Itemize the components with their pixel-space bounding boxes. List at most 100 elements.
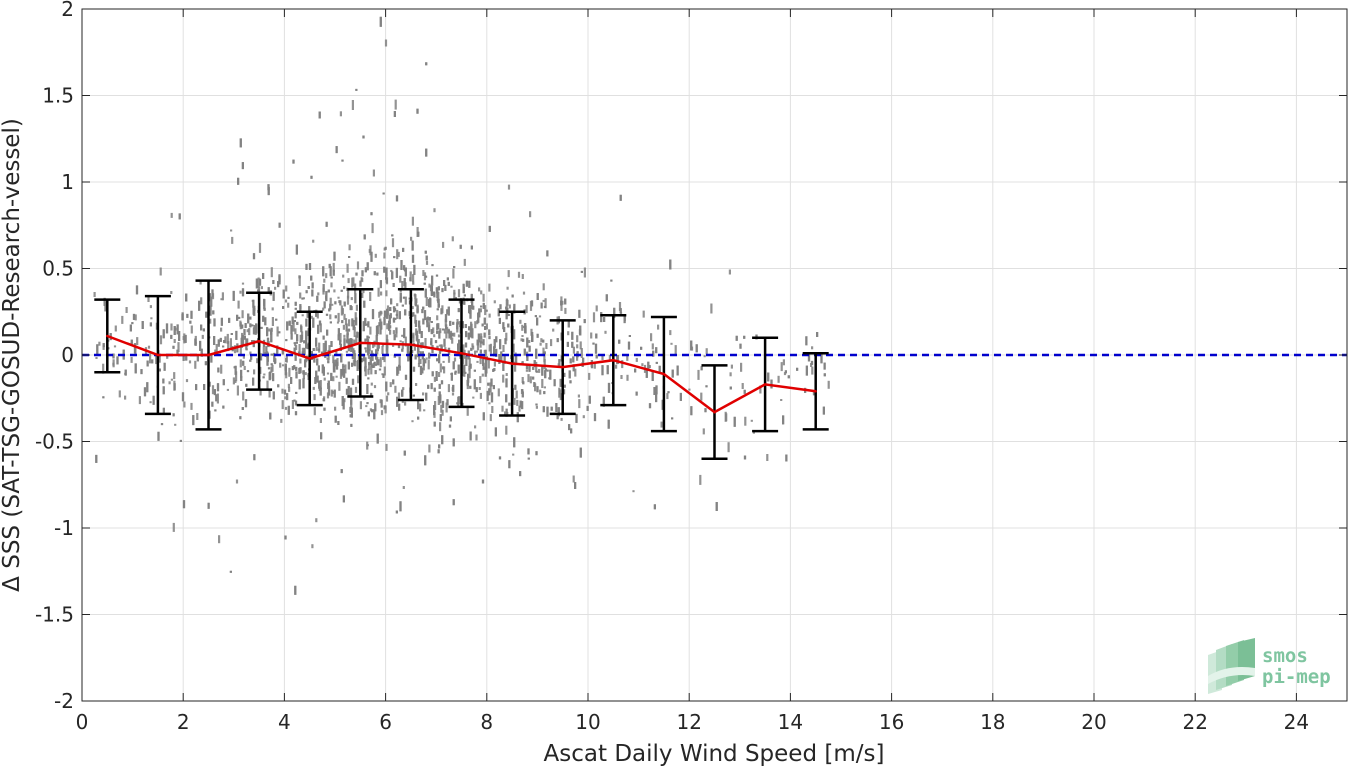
- scatter-point: [226, 388, 229, 391]
- scatter-point: [339, 111, 342, 117]
- scatter-point: [158, 368, 161, 372]
- scatter-point: [334, 415, 337, 423]
- scatter-point: [182, 354, 185, 361]
- scatter-point: [203, 384, 206, 390]
- scatter-point: [217, 367, 220, 373]
- scatter-point: [443, 366, 446, 374]
- scatter-point: [188, 360, 192, 364]
- scatter-point: [522, 326, 526, 328]
- scatter-point: [535, 361, 538, 372]
- scatter-point: [343, 286, 346, 290]
- scatter-point: [535, 370, 538, 373]
- scatter-point: [604, 330, 607, 334]
- scatter-point: [499, 304, 502, 310]
- scatter-point: [484, 326, 487, 330]
- scatter-point: [583, 319, 586, 324]
- scatter-point: [505, 394, 508, 403]
- scatter-point: [452, 499, 455, 506]
- scatter-point: [543, 386, 546, 389]
- scatter-point: [669, 259, 672, 270]
- scatter-point: [366, 262, 369, 271]
- scatter-point: [535, 403, 538, 406]
- scatter-point: [472, 396, 475, 399]
- scatter-point: [364, 366, 367, 372]
- scatter-point: [376, 272, 379, 276]
- scatter-point: [306, 310, 309, 318]
- x-tick-label: 6: [379, 710, 392, 734]
- scatter-point: [312, 239, 315, 243]
- scatter-point: [217, 344, 220, 347]
- scatter-point: [246, 329, 249, 333]
- scatter-point: [310, 275, 313, 281]
- scatter-point: [373, 385, 377, 389]
- scatter-point: [593, 413, 597, 422]
- scatter-point: [303, 340, 306, 344]
- scatter-point: [362, 290, 365, 294]
- scatter-point: [507, 314, 510, 316]
- scatter-point: [505, 332, 508, 341]
- scatter-point: [383, 405, 386, 410]
- scatter-point: [725, 413, 728, 422]
- scatter-point: [452, 321, 455, 325]
- scatter-point: [657, 324, 660, 330]
- scatter-point: [556, 338, 559, 343]
- scatter-point: [268, 328, 271, 332]
- scatter-point: [299, 358, 302, 364]
- scatter-point: [231, 348, 234, 352]
- scatter-point: [324, 349, 327, 354]
- y-tick-label: 1: [61, 170, 74, 194]
- scatter-point: [95, 454, 98, 463]
- scatter-point: [533, 360, 536, 368]
- scatter-point: [337, 312, 340, 322]
- scatter-point: [342, 495, 345, 503]
- mean-point: [409, 343, 413, 346]
- scatter-point: [286, 393, 289, 401]
- scatter-point: [383, 252, 386, 259]
- scatter-point: [269, 412, 272, 420]
- scatter-point: [541, 365, 544, 376]
- scatter-point: [319, 418, 322, 423]
- scatter-point: [546, 406, 549, 417]
- scatter-point: [433, 334, 436, 338]
- scatter-point: [452, 361, 455, 370]
- scatter-point: [427, 384, 430, 389]
- scatter-point: [318, 320, 322, 326]
- scatter-point: [266, 352, 269, 362]
- scatter-point: [425, 297, 428, 306]
- scatter-point: [615, 364, 618, 369]
- scatter-point: [240, 324, 243, 329]
- scatter-point: [619, 194, 622, 201]
- scatter-point: [136, 337, 139, 346]
- scatter-point: [252, 327, 256, 335]
- scatter-point: [660, 421, 663, 428]
- scatter-point: [700, 392, 703, 401]
- scatter-point: [354, 293, 357, 304]
- scatter-point: [383, 317, 386, 326]
- scatter-point: [501, 405, 504, 412]
- x-tick-label: 0: [76, 710, 89, 734]
- scatter-point: [578, 399, 581, 409]
- scatter-point: [380, 321, 383, 330]
- scatter-point: [350, 399, 353, 408]
- scatter-point: [491, 406, 494, 413]
- scatter-point: [511, 294, 514, 298]
- scatter-point: [546, 369, 549, 372]
- scatter-point: [198, 300, 201, 311]
- scatter-point: [430, 383, 433, 390]
- scatter-point: [580, 348, 583, 358]
- scatter-point: [317, 292, 320, 296]
- scatter-point: [620, 375, 623, 379]
- scatter-point: [592, 342, 595, 345]
- scatter-point: [334, 406, 337, 411]
- scatter-point: [234, 365, 237, 375]
- scatter-point: [441, 288, 444, 293]
- scatter-point: [593, 361, 596, 369]
- scatter-point: [266, 337, 270, 347]
- scatter-point: [613, 307, 616, 318]
- scatter-point: [365, 405, 368, 408]
- scatter-point: [208, 381, 211, 387]
- scatter-point: [365, 349, 368, 353]
- scatter-point: [112, 362, 115, 366]
- y-tick-label: -0.5: [35, 430, 74, 454]
- scatter-point: [505, 408, 508, 417]
